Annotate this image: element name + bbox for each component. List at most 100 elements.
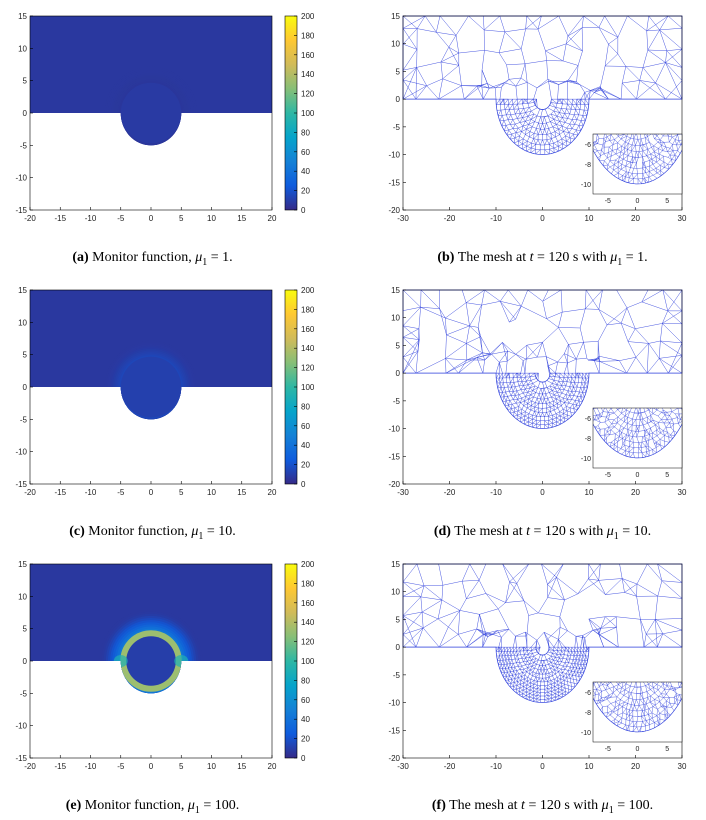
mesh-edge: [549, 375, 556, 378]
x-tick-label: -20: [24, 762, 36, 771]
x-tick-label: 20: [631, 214, 640, 223]
mesh-edge: [549, 646, 554, 651]
mesh-edge: [550, 680, 555, 684]
mesh-edge: [553, 380, 559, 382]
mesh-edge: [417, 328, 420, 352]
mesh-edge: [448, 46, 459, 54]
inset-mesh-edge: [654, 138, 659, 143]
mesh-edge: [525, 408, 528, 412]
mesh-edge: [421, 611, 439, 620]
inset-mesh-edge: [641, 452, 643, 458]
inset-y-tick-label: -8: [585, 436, 591, 443]
mesh-edge: [476, 628, 488, 637]
mesh-edge: [562, 140, 567, 145]
mesh-edge: [534, 411, 539, 413]
inset-mesh-edge: [669, 422, 674, 425]
mesh-edge: [506, 109, 510, 115]
mesh-edge: [525, 112, 529, 117]
inset-mesh-edge: [627, 417, 633, 420]
mesh-edge: [523, 668, 527, 672]
mesh-edge: [524, 413, 530, 417]
inset-mesh-edge: [629, 436, 633, 442]
mesh-edge: [583, 342, 588, 359]
mesh-edge: [547, 651, 553, 654]
mesh-edge: [598, 564, 601, 581]
mesh-edge: [522, 121, 526, 127]
inset-mesh-edge: [688, 85, 691, 89]
mesh-edge: [531, 119, 535, 122]
inset-mesh-edge: [620, 138, 626, 143]
mesh-edge: [552, 423, 557, 427]
mesh-edge: [491, 353, 500, 363]
mesh-edge: [562, 409, 564, 414]
mesh-edge: [545, 109, 549, 116]
inset-mesh-edge: [593, 408, 597, 416]
mesh-edge: [552, 675, 555, 680]
mesh-edge: [646, 343, 649, 374]
inset-mesh-edge: [685, 384, 691, 385]
inset-mesh-edge: [668, 135, 673, 138]
mesh-edge: [561, 405, 564, 410]
inset-mesh-edge: [607, 431, 610, 435]
mesh-edge: [522, 138, 524, 145]
mesh-edge: [573, 382, 575, 388]
inset-mesh-edge: [626, 155, 629, 162]
inset-mesh-edge: [604, 421, 609, 428]
mesh-edge: [558, 129, 560, 135]
mesh-edge: [513, 655, 516, 660]
mesh-edge: [509, 387, 512, 392]
inset-mesh-edge: [609, 144, 614, 148]
mesh-edge: [420, 306, 440, 309]
mesh-edge: [464, 85, 482, 100]
mesh-edge: [539, 669, 542, 675]
mesh-edge: [557, 660, 562, 663]
mesh-edge: [592, 628, 601, 631]
mesh-edge: [547, 667, 551, 670]
mesh-edge: [559, 664, 564, 667]
mesh-edge: [528, 650, 532, 655]
mesh-edge: [542, 382, 545, 389]
mesh-edge: [562, 377, 565, 382]
inset-mesh-edge: [607, 152, 609, 158]
inset-mesh-edge: [606, 166, 611, 170]
inset-mesh-edge: [636, 134, 639, 140]
mesh-edge: [445, 334, 447, 359]
mesh-edge: [437, 618, 449, 628]
mesh-edge: [482, 352, 485, 361]
mesh-edge: [533, 138, 537, 145]
x-tick-label: 0: [149, 214, 154, 223]
mesh-edge: [580, 392, 583, 397]
mesh-edge: [524, 99, 529, 104]
mesh-edge: [521, 128, 527, 132]
mesh-edge: [578, 109, 581, 115]
mesh-edge: [403, 581, 425, 586]
mesh-edge: [554, 384, 558, 389]
inset-mesh-edge: [648, 409, 654, 414]
mesh-edge: [442, 78, 462, 86]
mesh-edge: [566, 43, 583, 52]
mesh-edge: [524, 675, 526, 680]
mesh-edge: [535, 385, 539, 388]
inset-mesh-edge: [626, 134, 630, 137]
mesh-edge: [498, 637, 502, 648]
mesh-edge: [549, 147, 554, 150]
mesh-edge: [547, 627, 561, 640]
mesh-edge: [598, 309, 622, 324]
mesh-edge: [520, 654, 523, 659]
mesh-edge: [533, 681, 538, 685]
inset-mesh-edge: [655, 424, 660, 429]
inset-mesh-edge: [614, 161, 619, 165]
inset-mesh-edge: [603, 136, 608, 139]
mesh-edge: [559, 393, 563, 397]
inset-mesh-edge: [667, 164, 670, 169]
mesh-edge: [446, 334, 467, 344]
mesh-edge: [577, 580, 599, 595]
inset-mesh-edge: [608, 412, 615, 414]
inset-mesh-edge: [656, 444, 661, 448]
inset-mesh-edge: [668, 436, 673, 439]
mesh-edge: [541, 564, 548, 585]
inset-mesh-edge: [683, 134, 685, 139]
mesh-edge: [563, 410, 568, 414]
mesh-edge: [548, 649, 553, 654]
